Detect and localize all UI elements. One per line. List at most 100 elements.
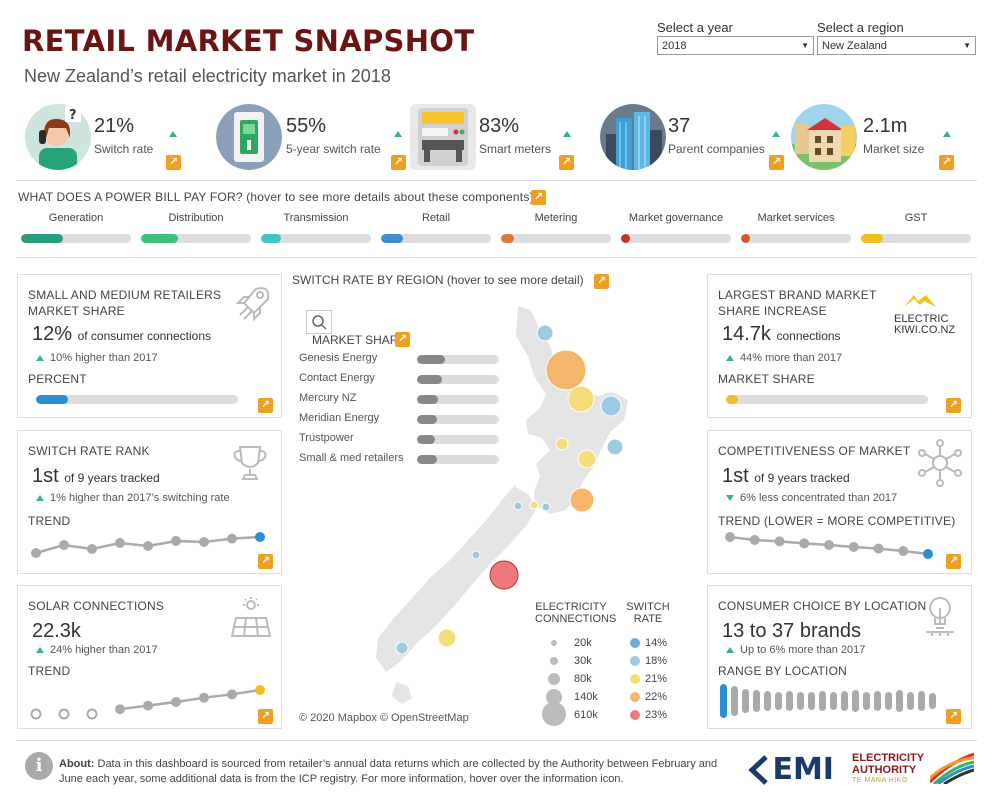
trend-point[interactable] xyxy=(199,692,209,703)
trend-point[interactable] xyxy=(143,541,153,551)
trend-point[interactable] xyxy=(873,543,884,554)
range-bar[interactable] xyxy=(929,693,936,709)
chevron-down-icon: ▼ xyxy=(963,41,971,50)
trend-point[interactable] xyxy=(255,532,265,542)
expand-icon[interactable]: ↗ xyxy=(946,709,961,724)
trend-point[interactable] xyxy=(199,537,209,547)
bill-component-bar[interactable] xyxy=(621,234,731,243)
region-select[interactable]: New Zealand ▼ xyxy=(817,36,976,55)
range-bar[interactable] xyxy=(918,691,925,711)
trend-point[interactable] xyxy=(255,685,265,695)
range-bar[interactable] xyxy=(753,690,760,712)
market-share-row[interactable]: Trustpower xyxy=(299,432,509,446)
map-search-button[interactable] xyxy=(306,310,332,334)
range-bar[interactable] xyxy=(885,692,892,710)
trend-point[interactable] xyxy=(848,542,859,552)
market-share-row[interactable]: Contact Energy xyxy=(299,372,509,386)
trend-point[interactable] xyxy=(115,538,125,548)
trend-point[interactable] xyxy=(31,548,41,558)
market-share-bar xyxy=(417,455,499,464)
bill-component-label[interactable]: Generation xyxy=(48,212,104,224)
trend-point[interactable] xyxy=(87,544,97,554)
range-bar[interactable] xyxy=(874,691,881,711)
bill-component-bar[interactable] xyxy=(141,234,251,243)
market-share-row[interactable]: Genesis Energy xyxy=(299,352,509,366)
expand-icon[interactable]: ↗ xyxy=(946,554,961,569)
range-bar[interactable] xyxy=(896,690,903,712)
bill-component-label[interactable]: Market governance xyxy=(628,212,724,224)
trend-point[interactable] xyxy=(115,704,125,715)
bill-component-bar[interactable] xyxy=(741,234,851,243)
range-bar[interactable] xyxy=(731,686,738,716)
trend-point[interactable] xyxy=(749,535,760,545)
trend-point[interactable] xyxy=(923,549,933,559)
trend-point[interactable] xyxy=(143,700,153,711)
range-bar[interactable] xyxy=(841,691,848,711)
bill-component-bar[interactable] xyxy=(381,234,491,243)
trend-point[interactable] xyxy=(227,533,237,544)
expand-icon[interactable]: ↗ xyxy=(559,155,574,170)
expand-icon[interactable]: ↗ xyxy=(258,709,273,724)
range-bar[interactable] xyxy=(907,692,914,710)
nz-map[interactable] xyxy=(366,296,666,716)
range-bar[interactable] xyxy=(775,692,782,710)
expand-icon[interactable]: ↗ xyxy=(258,398,273,413)
expand-icon[interactable]: ↗ xyxy=(939,155,954,170)
expand-icon[interactable]: ↗ xyxy=(395,332,410,347)
expand-icon[interactable]: ↗ xyxy=(946,398,961,413)
range-bar[interactable] xyxy=(852,690,859,712)
range-bar[interactable] xyxy=(786,691,793,711)
range-bar[interactable] xyxy=(720,684,727,718)
bill-component-bar[interactable] xyxy=(21,234,131,243)
trend-point[interactable] xyxy=(774,536,785,547)
expand-icon[interactable]: ↗ xyxy=(258,554,273,569)
market-share-row[interactable]: Small & med retailers xyxy=(299,452,509,466)
choice-card: CONSUMER CHOICE BY LOCATION 13 to 37 bra… xyxy=(707,585,972,729)
expand-icon[interactable]: ↗ xyxy=(594,274,609,289)
trend-point[interactable] xyxy=(171,536,181,546)
range-bar[interactable] xyxy=(808,692,815,710)
bill-component-bar[interactable] xyxy=(861,234,971,243)
bill-component-label[interactable]: Distribution xyxy=(168,212,224,224)
expand-icon[interactable]: ↗ xyxy=(391,155,406,170)
bill-component-label[interactable]: Metering xyxy=(534,212,578,224)
expand-icon[interactable]: ↗ xyxy=(531,190,546,205)
range-bar[interactable] xyxy=(764,691,771,711)
year-select-value: 2018 xyxy=(662,39,687,52)
bill-component-label[interactable]: Transmission xyxy=(283,212,349,224)
range-bar[interactable] xyxy=(863,692,870,710)
trend-point-empty[interactable] xyxy=(58,708,70,720)
expand-icon[interactable]: ↗ xyxy=(769,155,784,170)
bill-component-label[interactable]: Retail xyxy=(421,212,451,224)
trend-point[interactable] xyxy=(824,540,834,550)
market-share-row[interactable]: Meridian Energy xyxy=(299,412,509,426)
range-bar[interactable] xyxy=(830,692,837,710)
range-bar[interactable] xyxy=(797,692,804,710)
trend-point[interactable] xyxy=(59,540,69,550)
bill-component-bar[interactable] xyxy=(261,234,371,243)
trend-point[interactable] xyxy=(799,538,810,549)
range-bar[interactable] xyxy=(819,691,826,711)
trend-point[interactable] xyxy=(227,689,237,700)
bill-component-label[interactable]: GST xyxy=(904,212,928,224)
year-select[interactable]: 2018 ▼ xyxy=(657,36,814,55)
trend-point-empty[interactable] xyxy=(86,708,98,720)
logo-line1: ELECTRIC xyxy=(894,313,949,325)
small-medium-suffix: of consumer connections xyxy=(77,329,211,343)
trend-point[interactable] xyxy=(898,546,909,556)
bill-component-bar[interactable] xyxy=(501,234,611,243)
brand-card: LARGEST BRAND MARKET SHARE INCREASE ELEC… xyxy=(707,274,972,418)
expand-icon[interactable]: ↗ xyxy=(166,155,181,170)
up-arrow-icon xyxy=(726,355,734,362)
trend-point-empty[interactable] xyxy=(30,708,42,720)
trend-point[interactable] xyxy=(725,532,735,542)
choice-change-text: Up to 6% more than 2017 xyxy=(740,644,866,656)
info-icon[interactable]: i xyxy=(25,752,53,780)
choice-title: CONSUMER CHOICE BY LOCATION xyxy=(718,599,927,613)
trend-point[interactable] xyxy=(171,697,181,707)
legend-connections-title-2: CONNECTIONS xyxy=(535,613,617,625)
kpi-switch-rate-value: 21% xyxy=(94,115,135,137)
market-share-row[interactable]: Mercury NZ xyxy=(299,392,509,406)
bill-component-label[interactable]: Market services xyxy=(757,212,835,224)
range-bar[interactable] xyxy=(742,689,749,713)
